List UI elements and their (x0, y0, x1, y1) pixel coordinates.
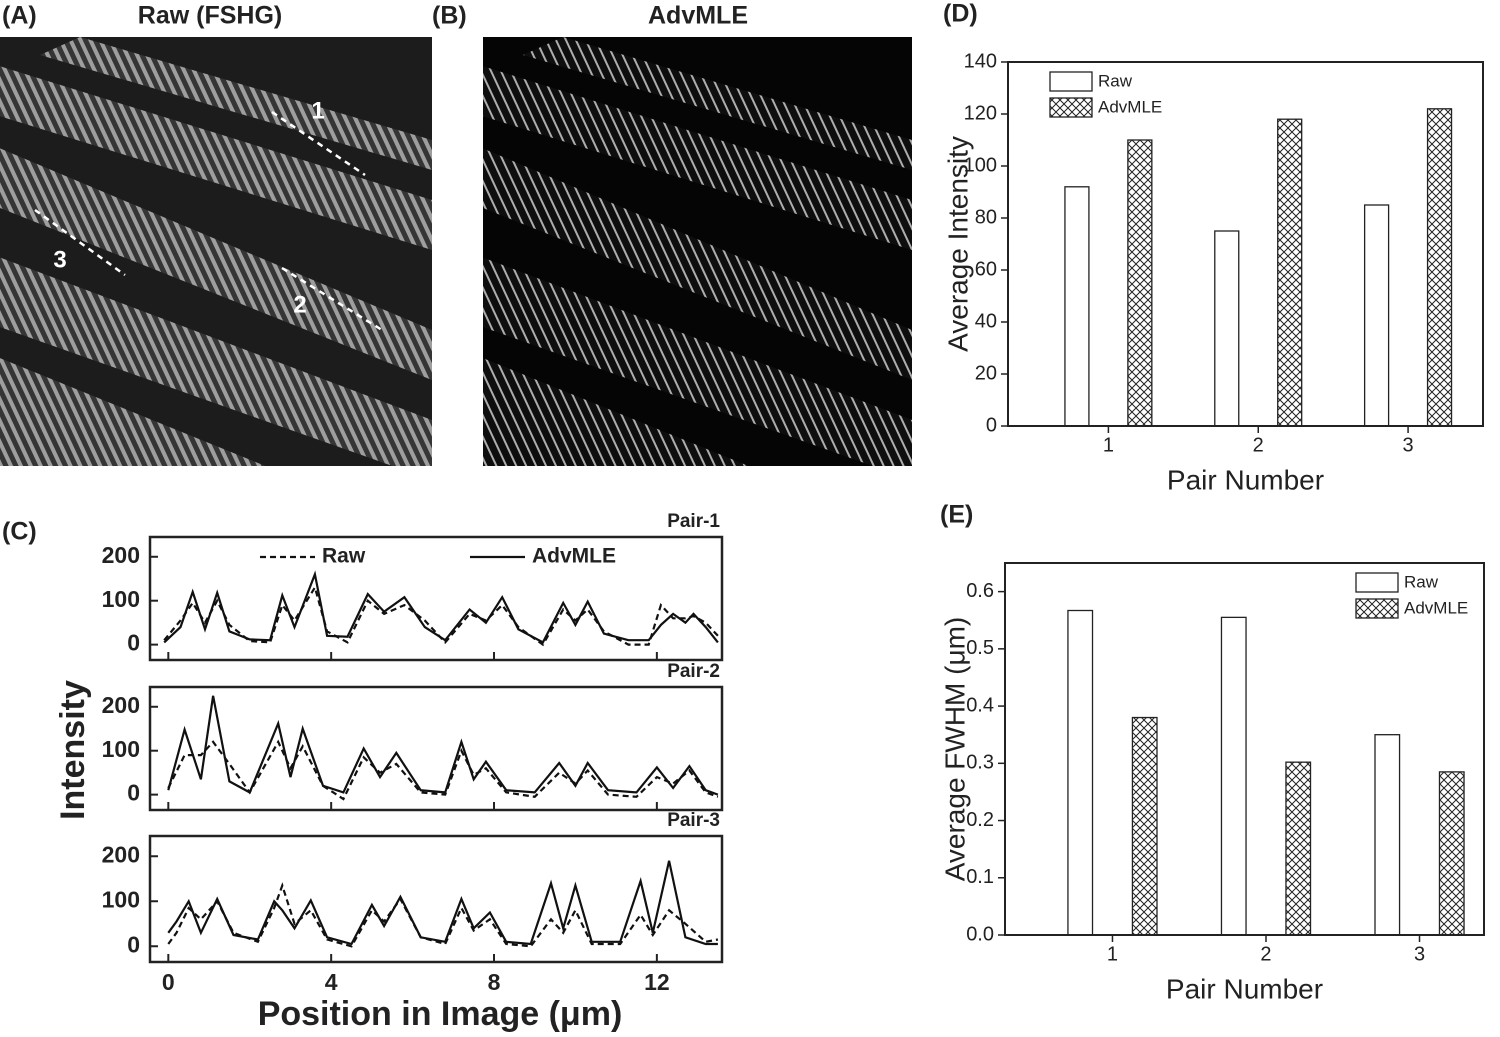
y-tick-label: 100 (102, 736, 140, 762)
plot-frame (148, 535, 724, 662)
annotation: 2 (293, 291, 306, 318)
bar (1438, 771, 1465, 936)
subplot-title: Pair-3 (667, 810, 720, 831)
x-tick-label: 1 (1107, 943, 1118, 965)
bar (1285, 761, 1312, 936)
y-tick-label: 0.0 (966, 923, 994, 945)
panel-label: (C) (2, 518, 37, 546)
annotation: 3 (53, 246, 66, 273)
plot-frame (1004, 562, 1485, 936)
y-tick-label: 0.4 (966, 694, 994, 716)
bar (1067, 609, 1094, 936)
legend-swatch (1049, 97, 1093, 118)
bar (1277, 118, 1303, 427)
legend-label: Raw (322, 545, 366, 568)
legend-label: Raw (1098, 71, 1133, 90)
image-title: Raw (FSHG) (138, 2, 282, 30)
plot-frame (1007, 61, 1484, 427)
y-tick-label: 0 (127, 630, 140, 656)
legend-swatch (1355, 598, 1399, 619)
legend-label: Raw (1404, 572, 1439, 591)
annotation: 1 (311, 97, 324, 124)
y-tick-label: 100 (964, 154, 997, 176)
x-tick-label: 0 (162, 969, 175, 995)
y-tick-label: 120 (964, 102, 997, 124)
plot-frame (148, 685, 724, 812)
panel-label: (A) (2, 2, 37, 30)
subplot-title: Pair-1 (667, 511, 720, 532)
x-tick-label: 3 (1403, 434, 1414, 456)
x-tick-label: 12 (644, 969, 670, 995)
bar (1127, 139, 1153, 427)
plot-frame (148, 834, 724, 964)
y-tick-label: 60 (975, 258, 997, 280)
legend-label: AdvMLE (532, 545, 616, 568)
bar (1220, 616, 1247, 936)
image-b-fibers (483, 37, 912, 466)
panel-label: (D) (943, 0, 978, 28)
image-title: AdvMLE (648, 2, 748, 30)
x-axis-label: Position in Image (μm) (258, 995, 623, 1033)
legend-label: AdvMLE (1404, 598, 1468, 617)
y-tick-label: 200 (102, 542, 140, 568)
y-tick-label: 100 (102, 586, 140, 612)
y-tick-label: 80 (975, 206, 997, 228)
x-tick-label: 1 (1103, 434, 1114, 456)
bar (1214, 230, 1240, 427)
x-tick-label: 3 (1414, 943, 1425, 965)
data-line (163, 570, 719, 644)
legend-swatch (1355, 572, 1399, 593)
bar (1374, 734, 1401, 936)
bar (1064, 186, 1090, 427)
image-a-fibers (0, 37, 432, 466)
y-axis-label: Average FWHM (μm) (939, 617, 970, 882)
y-axis-label: Average Intensity (942, 136, 973, 352)
subplot-title: Pair-2 (667, 661, 720, 682)
data-line (167, 860, 718, 946)
x-axis-label: Pair Number (1167, 464, 1324, 495)
y-tick-label: 200 (102, 841, 140, 867)
bar (1363, 204, 1390, 427)
y-tick-label: 0 (127, 780, 140, 806)
y-tick-label: 100 (102, 886, 140, 912)
y-tick-label: 0.5 (966, 637, 994, 659)
bar (1131, 716, 1158, 936)
x-tick-label: 2 (1260, 943, 1271, 965)
panel-label: (E) (940, 501, 973, 529)
data-line (167, 695, 719, 796)
bar (1426, 108, 1453, 427)
y-tick-label: 0.3 (966, 752, 994, 774)
y-tick-label: 0 (986, 414, 997, 436)
data-line (163, 584, 719, 647)
y-tick-label: 200 (102, 692, 140, 718)
x-tick-label: 8 (488, 969, 501, 995)
legend-swatch (1049, 71, 1093, 92)
y-tick-label: 0.2 (966, 809, 994, 831)
y-tick-label: 40 (975, 310, 997, 332)
y-axis-label: Intensity (54, 680, 92, 820)
y-tick-label: 0.6 (966, 580, 994, 602)
y-tick-label: 20 (975, 362, 997, 384)
panel-label: (B) (432, 2, 467, 30)
x-tick-label: 2 (1253, 434, 1264, 456)
legend-label: AdvMLE (1098, 97, 1162, 116)
x-tick-label: 4 (325, 969, 338, 995)
y-tick-label: 0.1 (966, 866, 994, 888)
profile-lines (34, 110, 383, 332)
x-axis-label: Pair Number (1166, 973, 1323, 1004)
y-tick-label: 140 (964, 50, 997, 72)
y-tick-label: 0 (127, 931, 140, 957)
